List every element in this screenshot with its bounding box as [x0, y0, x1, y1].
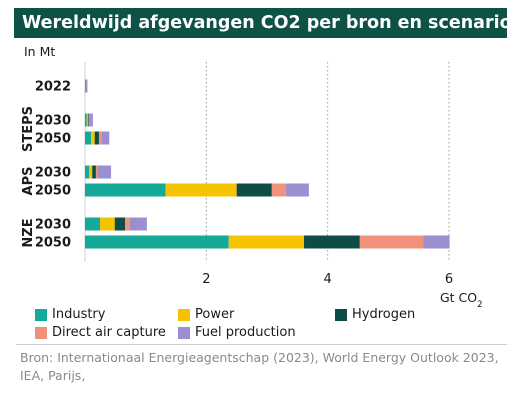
bar-fuel-production-2 — [101, 131, 110, 145]
bar-industry-0 — [85, 79, 86, 93]
group-label-aps: APS — [21, 167, 36, 196]
bar-direct-air-capture-4 — [271, 183, 286, 197]
bar-power-1 — [86, 113, 89, 127]
bar-fuel-production-6 — [423, 235, 450, 249]
row-label-4: 2050 — [35, 184, 71, 199]
bar-industry-5 — [85, 217, 101, 231]
x-axis-label: Gt CO2 — [440, 290, 483, 310]
row-label-3: 2030 — [35, 166, 71, 181]
legend-label: Industry — [52, 307, 106, 322]
bar-fuel-production-4 — [285, 183, 309, 197]
legend-item-power: Power — [178, 307, 234, 322]
legend-item-hydrogen: Hydrogen — [335, 307, 415, 322]
bar-fuel-production-0 — [85, 79, 88, 93]
row-label-6: 2050 — [35, 236, 71, 251]
x-tick-label-2: 2 — [202, 272, 210, 287]
x-tick-label-6: 6 — [445, 272, 453, 287]
source-note: Bron: Internationaal Energieagentschap (… — [20, 350, 499, 383]
row-label-1: 2030 — [35, 114, 71, 129]
bar-industry-4 — [85, 183, 166, 197]
legend-swatch — [35, 326, 47, 339]
bar-direct-air-capture-1 — [88, 113, 90, 127]
chart-title: Wereldwijd afgevangen CO2 per bron en sc… — [14, 8, 512, 38]
bar-direct-air-capture-3 — [95, 165, 98, 179]
bar-hydrogen-3 — [92, 165, 96, 179]
bar-direct-air-capture-6 — [359, 235, 424, 249]
bar-hydrogen-5 — [114, 217, 126, 231]
legend-label: Power — [195, 307, 235, 322]
bar-power-2 — [91, 131, 95, 145]
bar-power-4 — [165, 183, 237, 197]
stacked-bar-chart: 2 4 6Gt CO2202220302050STEPS20302050APS203… — [21, 62, 483, 310]
bar-direct-air-capture-5 — [125, 217, 130, 231]
bar-power-6 — [228, 235, 305, 249]
legend-label: Direct air capture — [52, 325, 166, 340]
legend-item-direct-air-capture: Direct air capture — [35, 325, 166, 340]
bar-fuel-production-1 — [89, 113, 93, 127]
legend-swatch — [35, 308, 47, 321]
legend-item-fuel-production: Fuel production — [178, 325, 296, 340]
bar-industry-1 — [85, 113, 87, 127]
unit-label: In Mt — [24, 44, 56, 59]
row-label-2: 2050 — [35, 132, 71, 147]
group-label-steps: STEPS — [21, 106, 36, 152]
row-label-5: 2030 — [35, 218, 71, 233]
bar-industry-6 — [85, 235, 229, 249]
legend-item-industry: Industry — [35, 307, 105, 322]
legend-label: Fuel production — [195, 325, 296, 340]
bar-hydrogen-2 — [94, 131, 99, 145]
bar-direct-air-capture-2 — [98, 131, 102, 145]
legend-swatch — [335, 308, 347, 321]
bar-power-5 — [100, 217, 115, 231]
legend-label: Hydrogen — [352, 307, 416, 322]
divider — [16, 344, 507, 345]
legend-swatch — [178, 326, 190, 339]
bar-fuel-production-3 — [97, 165, 112, 179]
bar-power-3 — [89, 165, 93, 179]
bar-industry-2 — [85, 131, 92, 145]
legend-swatch — [178, 308, 190, 321]
bar-hydrogen-1 — [88, 113, 89, 127]
x-tick-label-4: 4 — [324, 272, 332, 287]
group-label-nze: NZE — [21, 218, 36, 247]
bar-hydrogen-4 — [236, 183, 272, 197]
bar-hydrogen-6 — [304, 235, 360, 249]
row-label-0: 2022 — [35, 80, 71, 95]
bar-industry-3 — [85, 165, 90, 179]
bar-fuel-production-5 — [129, 217, 147, 231]
